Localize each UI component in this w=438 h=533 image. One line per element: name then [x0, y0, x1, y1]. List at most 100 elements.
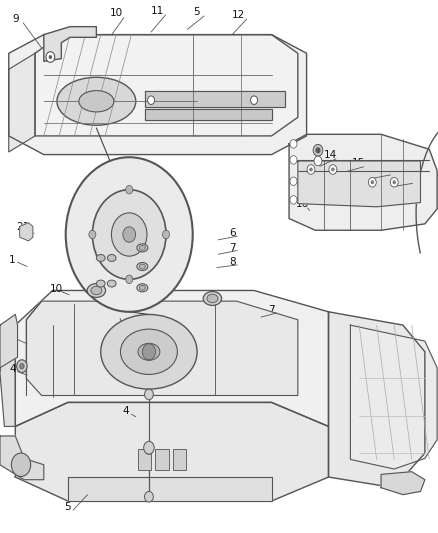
Circle shape [145, 491, 153, 502]
Polygon shape [298, 161, 420, 207]
Circle shape [329, 165, 337, 174]
Text: 21: 21 [16, 222, 29, 231]
Polygon shape [289, 134, 437, 230]
Text: 5: 5 [64, 503, 71, 512]
Polygon shape [145, 91, 285, 107]
Polygon shape [0, 314, 18, 368]
Polygon shape [0, 325, 15, 426]
Ellipse shape [101, 314, 197, 389]
Ellipse shape [96, 255, 105, 261]
Polygon shape [20, 223, 33, 241]
Bar [155, 449, 169, 470]
Ellipse shape [120, 329, 177, 374]
Circle shape [145, 443, 153, 454]
Circle shape [310, 168, 312, 171]
Text: 16: 16 [296, 199, 309, 208]
Ellipse shape [137, 284, 148, 292]
Ellipse shape [87, 284, 106, 297]
Ellipse shape [96, 280, 105, 287]
Circle shape [148, 96, 155, 104]
Text: 14: 14 [324, 150, 337, 159]
Polygon shape [328, 312, 425, 488]
Text: 10: 10 [110, 9, 123, 18]
Ellipse shape [107, 255, 116, 261]
Circle shape [20, 364, 24, 369]
Polygon shape [381, 472, 425, 495]
Polygon shape [9, 35, 307, 155]
Text: 1: 1 [9, 255, 16, 264]
Circle shape [314, 156, 322, 166]
Circle shape [316, 148, 320, 153]
Polygon shape [15, 290, 328, 426]
Circle shape [66, 157, 193, 312]
Circle shape [111, 213, 147, 256]
Circle shape [11, 453, 31, 477]
Ellipse shape [137, 244, 148, 252]
Text: 2: 2 [84, 286, 91, 295]
Text: 6: 6 [229, 229, 236, 238]
Ellipse shape [137, 263, 148, 271]
Text: 15: 15 [352, 158, 365, 167]
Circle shape [46, 52, 55, 62]
Circle shape [145, 389, 153, 400]
Circle shape [49, 55, 52, 59]
Text: 10: 10 [49, 284, 63, 294]
Circle shape [393, 181, 396, 184]
Circle shape [162, 230, 170, 239]
Circle shape [251, 96, 258, 104]
Circle shape [290, 140, 297, 148]
Polygon shape [35, 35, 298, 136]
Circle shape [290, 196, 297, 204]
Text: 4: 4 [123, 407, 130, 416]
Text: 4: 4 [9, 364, 16, 374]
Text: 11: 11 [151, 6, 164, 15]
Ellipse shape [79, 91, 114, 112]
Circle shape [126, 275, 133, 284]
Bar [173, 449, 186, 470]
Polygon shape [15, 402, 328, 501]
Circle shape [123, 227, 135, 242]
Polygon shape [0, 436, 44, 480]
Ellipse shape [107, 280, 116, 287]
Ellipse shape [203, 292, 222, 305]
Circle shape [17, 360, 27, 373]
Text: 8: 8 [229, 257, 236, 267]
Polygon shape [26, 301, 298, 395]
Polygon shape [9, 53, 35, 152]
Text: 3: 3 [9, 332, 16, 342]
Circle shape [368, 177, 376, 187]
Ellipse shape [139, 245, 145, 251]
Circle shape [144, 441, 154, 454]
Polygon shape [350, 325, 437, 469]
Circle shape [371, 181, 374, 184]
Text: 9: 9 [12, 14, 19, 23]
Ellipse shape [139, 286, 145, 290]
Text: 7: 7 [229, 243, 236, 253]
Text: 5: 5 [404, 174, 411, 184]
Circle shape [307, 165, 315, 174]
Text: 7: 7 [268, 305, 275, 315]
Polygon shape [44, 27, 96, 61]
Ellipse shape [139, 264, 145, 269]
Text: 19: 19 [145, 235, 158, 245]
Circle shape [126, 185, 133, 194]
Ellipse shape [57, 77, 136, 125]
Text: 3: 3 [111, 311, 118, 320]
Circle shape [313, 144, 323, 156]
Circle shape [290, 177, 297, 185]
Ellipse shape [138, 343, 160, 360]
Ellipse shape [207, 294, 218, 303]
Circle shape [92, 190, 166, 279]
Ellipse shape [91, 286, 102, 295]
Circle shape [290, 156, 297, 164]
Polygon shape [68, 477, 272, 501]
Text: 19: 19 [175, 246, 188, 255]
Text: 5: 5 [193, 7, 200, 17]
Circle shape [332, 168, 334, 171]
Circle shape [89, 230, 96, 239]
Circle shape [142, 344, 155, 360]
Text: 1: 1 [382, 166, 389, 175]
Circle shape [390, 177, 398, 187]
Text: 12: 12 [232, 10, 245, 20]
Bar [138, 449, 151, 470]
